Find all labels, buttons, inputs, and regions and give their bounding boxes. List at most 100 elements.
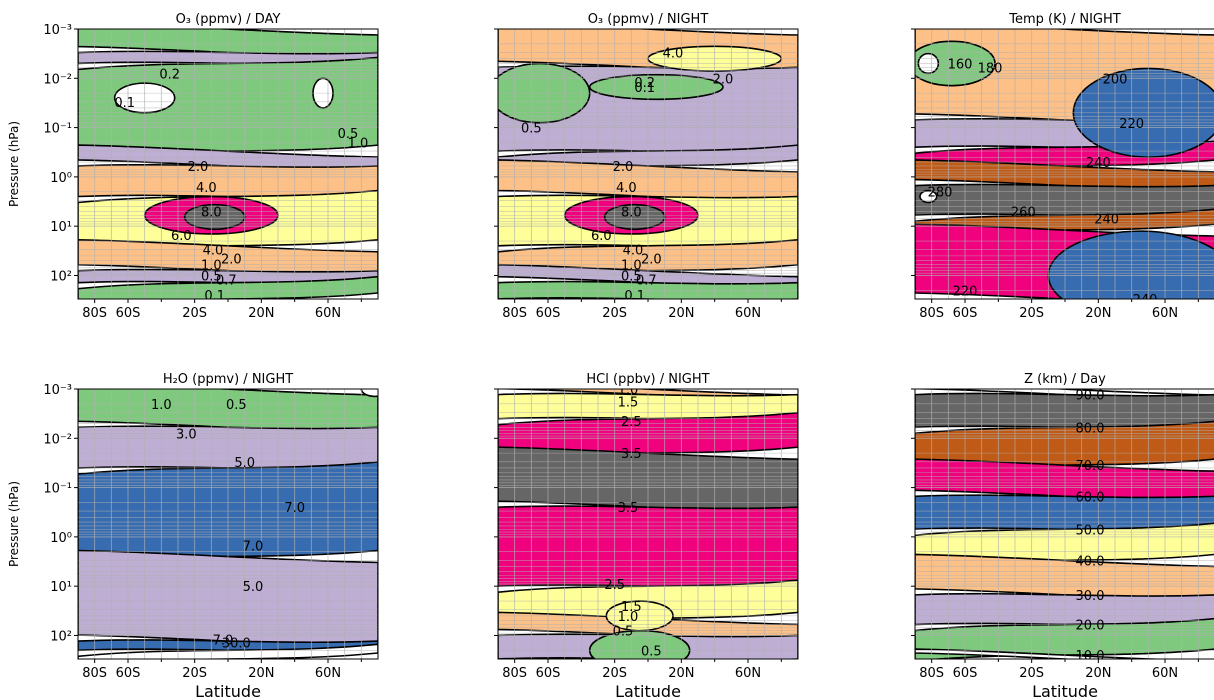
y-tick-label: 10¹ [50,580,72,595]
y-axis-label: Pressure (hPa) [7,481,21,567]
panel-body: 1.01.52.53.53.52.51.51.00.50.5 [498,389,798,659]
contour-band [915,458,1214,504]
panel-title: Temp (K) / NIGHT [1008,12,1120,27]
contour-label: 0.1 [624,289,645,304]
x-tick-label: 20S [182,306,207,321]
contour-label: 160 [948,57,973,72]
contour-label: 2.0 [188,160,209,175]
contour-label: 4.0 [663,47,684,62]
contour-label: 8.0 [621,205,642,220]
panel-title: H₂O (ppmv) / NIGHT [163,372,293,387]
contour-label: 200 [1103,72,1128,87]
panel-body: 160 180 200 220 240 280 260 240 220 240 [915,29,1214,308]
y-tick-label: 10⁻² [43,72,72,87]
contour-label: 4.0 [196,181,217,196]
panel-body: 4.02.00.20.10.52.04.08.06.04.02.01.00.50… [498,29,798,304]
contour-label: 80.0 [1076,421,1105,436]
x-tick-label: 80S [919,306,944,321]
y-tick-label: 10⁻¹ [43,482,72,497]
contour-label: 0.7 [636,273,657,288]
contour-label: 10.0 [1076,649,1105,664]
contour-label: 0.5 [226,398,247,413]
contour-label: 1.5 [621,600,642,615]
y-tick-label: 10⁻² [43,432,72,447]
x-tick-label: 80S [82,666,107,681]
contour-label: 2.5 [621,415,642,430]
contour-label: 7.0 [243,540,264,555]
contour-label: 0.1 [204,289,225,304]
y-tick-label: 10⁻³ [43,383,72,398]
x-tick-label: 60N [1152,666,1178,681]
x-tick-label: 20S [602,666,627,681]
panel-title: HCl (ppbv) / NIGHT [586,372,709,387]
x-tick-label: 60N [1152,306,1178,321]
contour-label: 1.0 [618,610,639,625]
contour-label: 4.0 [203,244,224,259]
contour-label: 240 [1133,293,1158,308]
x-axis-label: Latitude [615,682,681,700]
contour-label: 1.5 [618,396,639,411]
contour-label: 3.0 [176,428,197,443]
contour-label: 0.5 [613,625,634,640]
x-tick-label: 60S [953,306,978,321]
contour-label: 0.2 [634,76,655,91]
x-tick-label: 80S [919,666,944,681]
contour-label: 0.5 [521,122,542,137]
contour-label: 6.0 [591,229,612,244]
x-tick-label: 60N [735,666,761,681]
panel-title: Z (km) / Day [1024,372,1106,387]
contour-label: 1.0 [621,259,642,274]
contour-label: 220 [1119,117,1144,132]
contour-label: 50.0 [1076,523,1105,538]
panel-title: O₃ (ppmv) / NIGHT [588,12,709,27]
x-axis-label: Latitude [195,682,261,700]
contour-minimum [919,189,938,204]
contour-label: 0.1 [634,81,655,96]
x-tick-label: 20S [1019,306,1044,321]
panel-body: 90.0 80.0 70.0 60.0 50.0 40.0 30.0 20.0 10.0 [915,389,1214,664]
x-tick-label: 80S [502,666,527,681]
contour-label: 0.5 [641,644,662,659]
contour-label: 0.1 [114,96,135,111]
contour-label: 2.0 [641,252,662,267]
contour-label: 2.5 [604,578,625,593]
x-tick-label: 80S [82,306,107,321]
x-tick-label: 80S [502,306,527,321]
contour-label: 2.0 [713,72,734,87]
contour-label: 220 [953,284,978,299]
contour-label: 4.0 [623,244,644,259]
contour-label: 90.0 [1076,389,1105,404]
contour-label: 280 [928,186,953,201]
y-tick-label: 10⁰ [50,171,72,186]
contour-label: 1.0 [151,398,172,413]
contour-label: 3.5 [618,501,639,516]
contour-band [915,494,1214,532]
contour-label: 30.0 [1076,589,1105,604]
x-tick-label: 60S [116,306,141,321]
x-tick-label: 60N [735,306,761,321]
panel-body: 0.20.10.51.02.04.08.06.04.02.01.00.50.70… [78,29,378,304]
x-tick-label: 20N [1085,666,1111,681]
y-tick-label: 10² [50,629,72,644]
contour-label: 0.7 [216,273,237,288]
contour-label: 1.0 [201,259,222,274]
contour-label: 2.0 [613,160,634,175]
contour-label: 60.0 [1076,490,1105,505]
contour-label: 1.0 [348,136,369,151]
panel-title: O₃ (ppmv) / DAY [176,12,281,27]
contour-label: 240 [1094,213,1119,228]
panel-3: 160 180 200 220 240 280 260 240 220 240 Temp (K) /… [911,12,1214,321]
contour-band [915,392,1214,430]
contour-label: 0.5 [338,127,359,142]
contour-label: 0.2 [159,68,180,83]
panel-2: 4.02.00.20.10.52.04.08.06.04.02.01.00.50… [494,12,799,321]
contour-label: 5.0 [234,456,255,471]
contour-label: 2.0 [221,252,242,267]
contour-band [915,159,1214,193]
panel-6: 90.0 80.0 70.0 60.0 50.0 40.0 30.0 20.0 10.0 Z (k… [911,372,1214,700]
contour-label: 40.0 [1076,554,1105,569]
contour-label: 0.5 [621,269,642,284]
contour-label: 4.0 [616,181,637,196]
panel-1: 0.20.10.51.02.04.08.06.04.02.01.00.50.70… [7,12,379,321]
x-axis-label: Latitude [1032,682,1098,700]
